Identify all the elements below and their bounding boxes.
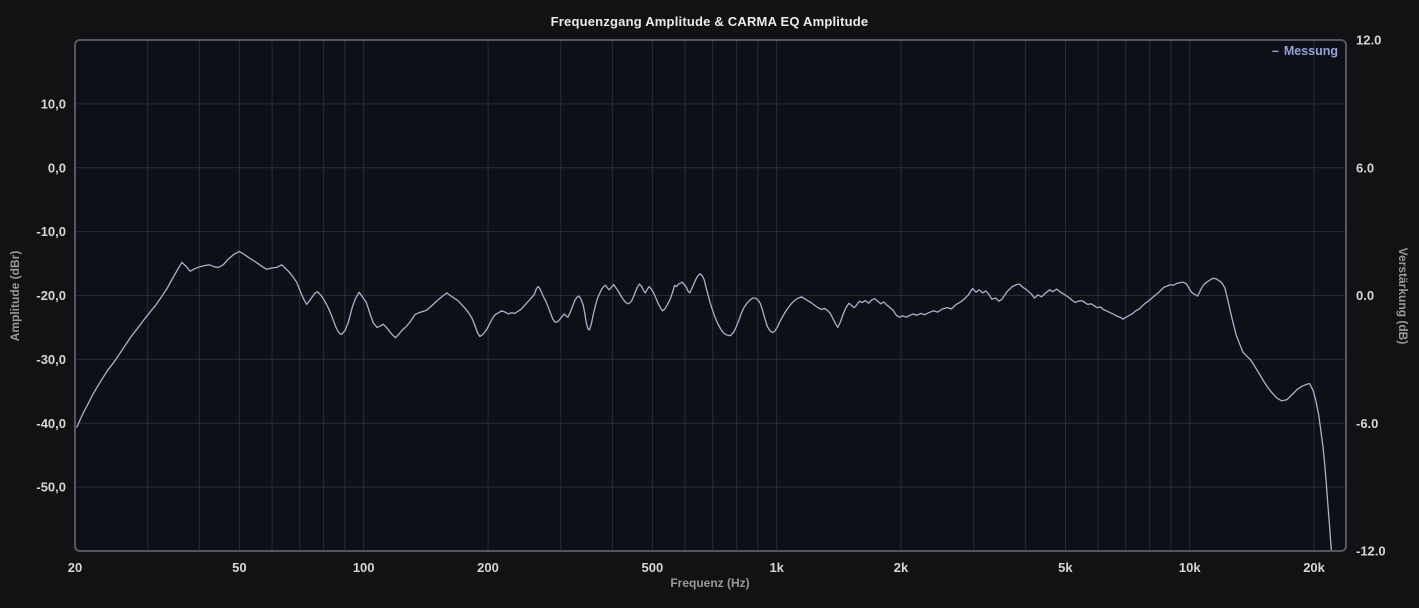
legend-line-marker: – (1271, 44, 1279, 58)
legend-item-messung[interactable]: – Messung (1272, 44, 1338, 58)
y-tick-label-left: -20,0 (36, 288, 66, 303)
measurement-curve-group (76, 250, 1333, 551)
x-tick-label: 200 (477, 560, 499, 575)
x-tick-label: 10k (1179, 560, 1201, 575)
y-tick-label-right: 0.0 (1356, 288, 1374, 303)
y-tick-label-left: 10,0 (41, 96, 66, 111)
y-tick-label-right: 6.0 (1356, 160, 1374, 175)
y-tick-label-right: -12.0 (1356, 544, 1386, 559)
x-tick-label: 100 (353, 560, 375, 575)
measurement-curve (76, 250, 1333, 551)
x-tick-label: 20k (1303, 560, 1325, 575)
y-axis-title-right: Verstärkung (dB) (1396, 247, 1410, 345)
y-tick-label-left: 0,0 (48, 160, 66, 175)
x-tick-label: 50 (232, 560, 246, 575)
x-tick-label: 20 (68, 560, 82, 575)
y-axis-title-left: Amplitude (dBr) (8, 250, 22, 342)
x-tick-label: 500 (642, 560, 664, 575)
y-tick-label-left: -50,0 (36, 480, 66, 495)
y-tick-label-left: -30,0 (36, 352, 66, 367)
x-tick-label: 2k (894, 560, 909, 575)
x-axis-title: Frequenz (Hz) (670, 576, 750, 590)
x-tick-label: 1k (769, 560, 784, 575)
bottom-axis-tick-labels: 20 50 100 200 500 1k 2k 5k 10k 20k (68, 560, 1326, 575)
left-axis-tick-labels: 10,0 0,0 -10,0 -20,0 -30,0 -40,0 -50,0 (36, 96, 66, 494)
plot-frame (74, 39, 1347, 552)
horizontal-gridlines (75, 103, 1346, 488)
y-tick-label-right: -6.0 (1356, 416, 1378, 431)
chart-title: Frequenzgang Amplitude & CARMA EQ Amplit… (550, 14, 869, 29)
y-tick-label-left: -40,0 (36, 416, 66, 431)
right-axis-tick-labels: 12.0 6.0 0.0 -6.0 -12.0 (1356, 33, 1386, 559)
legend-label: Messung (1283, 44, 1338, 58)
y-tick-label-right: 12.0 (1356, 33, 1381, 48)
x-tick-label: 5k (1058, 560, 1073, 575)
y-tick-label-left: -10,0 (36, 224, 66, 239)
